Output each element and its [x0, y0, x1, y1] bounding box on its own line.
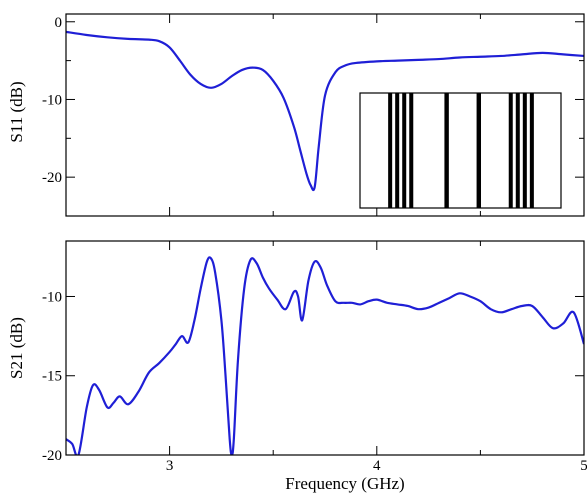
s11-y-axis-label: S11 (dB)	[7, 81, 26, 142]
y-tick-label: -20	[42, 448, 62, 464]
inset-bar	[395, 93, 400, 208]
frequency-x-axis-label: Frequency (GHz)	[285, 474, 404, 493]
s11-series-line	[66, 30, 584, 192]
s21-plot-frame	[65, 240, 585, 456]
inset-bar	[476, 93, 482, 208]
s21-panel: 3 4 5 -10 -15 -20 S21 (dB) Frequency (GHz)	[7, 240, 587, 493]
s11-plot-frame	[65, 13, 585, 217]
inset-frame	[359, 92, 562, 209]
y-tick-label: -10	[42, 92, 62, 108]
s11-panel: 0 -10 -20 S11 (dB)	[7, 13, 585, 217]
y-tick-label: -15	[42, 369, 62, 385]
s21-series-line	[66, 256, 584, 455]
inset-bar	[515, 93, 520, 208]
y-tick-label: -10	[42, 289, 62, 305]
s11-series-group	[66, 30, 584, 192]
inset-bar	[508, 93, 513, 208]
inset-bar	[522, 93, 527, 208]
inset-bar	[388, 93, 393, 208]
x-tick-label: 5	[580, 458, 587, 474]
s21-y-axis-label: S21 (dB)	[7, 317, 26, 379]
inset-bar	[444, 93, 449, 208]
s11-ticks: 0 -10 -20	[42, 14, 585, 217]
inset-bar	[529, 93, 534, 208]
inset-bar	[402, 93, 407, 208]
inset-bar-pattern	[359, 92, 562, 209]
x-tick-label: 3	[166, 458, 174, 474]
y-tick-label: 0	[55, 15, 63, 31]
y-tick-label: -20	[42, 170, 62, 186]
s21-ticks: 3 4 5 -10 -15 -20	[42, 241, 587, 474]
inset-bar	[409, 93, 414, 208]
s21-series-group	[66, 256, 584, 455]
x-tick-label: 4	[373, 458, 381, 474]
